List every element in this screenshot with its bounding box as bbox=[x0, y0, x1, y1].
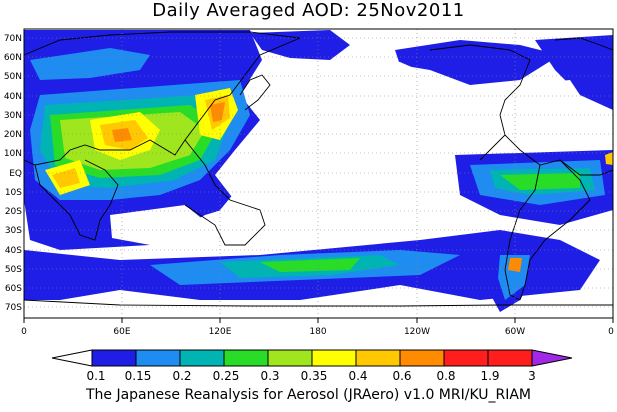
lat-label: 60S bbox=[5, 284, 22, 294]
credit-line: The Japanese Reanalysis for Aerosol (JRA… bbox=[85, 387, 532, 403]
color-bar-segment bbox=[311, 349, 357, 367]
color-bar-segment bbox=[223, 349, 269, 367]
color-bar-high-triangle bbox=[531, 349, 573, 367]
lat-label: 70N bbox=[4, 34, 22, 44]
legend-label: 0.8 bbox=[436, 369, 455, 383]
legend-label: 0.4 bbox=[348, 369, 367, 383]
legend-label: 0.35 bbox=[301, 369, 328, 383]
lon-label: 120E bbox=[209, 327, 232, 337]
lon-label: 0 bbox=[21, 327, 27, 337]
legend-label: 1.9 bbox=[480, 369, 499, 383]
color-bar-labels: 0.1 0.15 0.2 0.25 0.3 0.35 0.4 0.6 0.8 1… bbox=[86, 369, 535, 383]
color-bar-segment bbox=[355, 349, 401, 367]
lon-label: 180 bbox=[309, 327, 326, 337]
color-bar-segment bbox=[179, 349, 225, 367]
color-bar-segment bbox=[91, 349, 137, 367]
lat-label: 60N bbox=[4, 53, 22, 63]
lat-label: 40S bbox=[5, 246, 22, 256]
color-bar-low-triangle bbox=[51, 349, 93, 367]
lat-label: 30N bbox=[4, 111, 22, 121]
color-bar-segment bbox=[443, 349, 489, 367]
lon-axis: 0 60E 120E 180 120W 60W 0 bbox=[21, 327, 614, 337]
axis-ticks bbox=[23, 318, 614, 323]
legend-label: 3 bbox=[528, 369, 536, 383]
lon-label: 60W bbox=[505, 327, 525, 337]
lat-label: 10S bbox=[5, 188, 22, 198]
color-bar-segment bbox=[487, 349, 533, 367]
lat-axis: 70N 60N 50N 40N 30N 20N 10N EQ 10S 20S 3… bbox=[4, 34, 22, 313]
lat-label: 70S bbox=[5, 303, 22, 313]
color-bar-segment bbox=[135, 349, 181, 367]
color-bar-segment bbox=[399, 349, 445, 367]
legend-label: 0.2 bbox=[172, 369, 191, 383]
legend-label: 0.15 bbox=[125, 369, 152, 383]
legend-label: 0.3 bbox=[260, 369, 279, 383]
legend-label: 0.6 bbox=[392, 369, 411, 383]
coastlines bbox=[24, 31, 613, 307]
legend-label: 0.1 bbox=[86, 369, 105, 383]
map-title: Daily Averaged AOD: 25Nov2011 bbox=[152, 0, 465, 21]
legend-label: 0.25 bbox=[213, 369, 240, 383]
color-bar bbox=[51, 349, 573, 367]
color-bar-segment bbox=[267, 349, 313, 367]
lat-label: 10N bbox=[4, 149, 22, 159]
lat-label: 20N bbox=[4, 130, 22, 140]
lat-label: 50N bbox=[4, 72, 22, 82]
gridlines bbox=[24, 29, 613, 318]
lat-label: EQ bbox=[9, 169, 22, 179]
lat-label: 40N bbox=[4, 92, 22, 102]
lon-label: 0 bbox=[608, 327, 614, 337]
lon-label: 120W bbox=[404, 327, 430, 337]
lat-label: 30S bbox=[5, 226, 22, 236]
aod-field bbox=[24, 30, 613, 312]
lat-label: 50S bbox=[5, 265, 22, 275]
lon-label: 60E bbox=[113, 327, 130, 337]
lat-label: 20S bbox=[5, 207, 22, 217]
